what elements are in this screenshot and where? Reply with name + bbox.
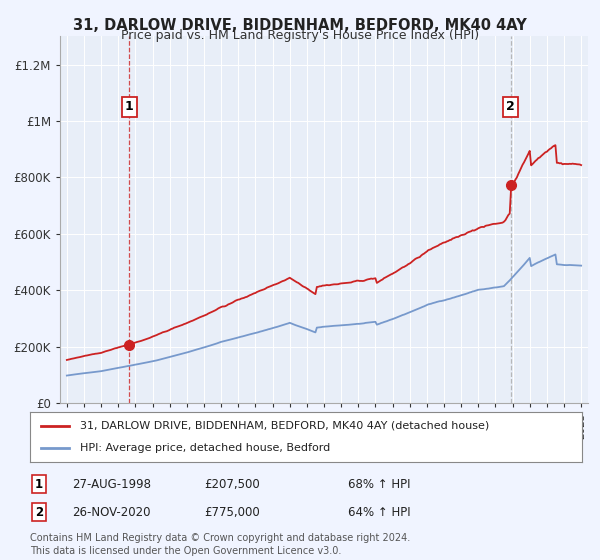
Text: 68% ↑ HPI: 68% ↑ HPI	[348, 478, 410, 491]
Text: 1: 1	[125, 100, 134, 114]
Text: Price paid vs. HM Land Registry's House Price Index (HPI): Price paid vs. HM Land Registry's House …	[121, 29, 479, 42]
Text: 1: 1	[35, 478, 43, 491]
Text: £775,000: £775,000	[204, 506, 260, 519]
Text: This data is licensed under the Open Government Licence v3.0.: This data is licensed under the Open Gov…	[30, 546, 341, 556]
Text: 31, DARLOW DRIVE, BIDDENHAM, BEDFORD, MK40 4AY (detached house): 31, DARLOW DRIVE, BIDDENHAM, BEDFORD, MK…	[80, 421, 489, 431]
Text: Contains HM Land Registry data © Crown copyright and database right 2024.: Contains HM Land Registry data © Crown c…	[30, 533, 410, 543]
Text: £207,500: £207,500	[204, 478, 260, 491]
Text: 2: 2	[506, 100, 515, 114]
Text: HPI: Average price, detached house, Bedford: HPI: Average price, detached house, Bedf…	[80, 443, 330, 453]
Text: 64% ↑ HPI: 64% ↑ HPI	[348, 506, 410, 519]
Text: 26-NOV-2020: 26-NOV-2020	[72, 506, 151, 519]
Text: 2: 2	[35, 506, 43, 519]
Text: 31, DARLOW DRIVE, BIDDENHAM, BEDFORD, MK40 4AY: 31, DARLOW DRIVE, BIDDENHAM, BEDFORD, MK…	[73, 18, 527, 33]
Text: 27-AUG-1998: 27-AUG-1998	[72, 478, 151, 491]
